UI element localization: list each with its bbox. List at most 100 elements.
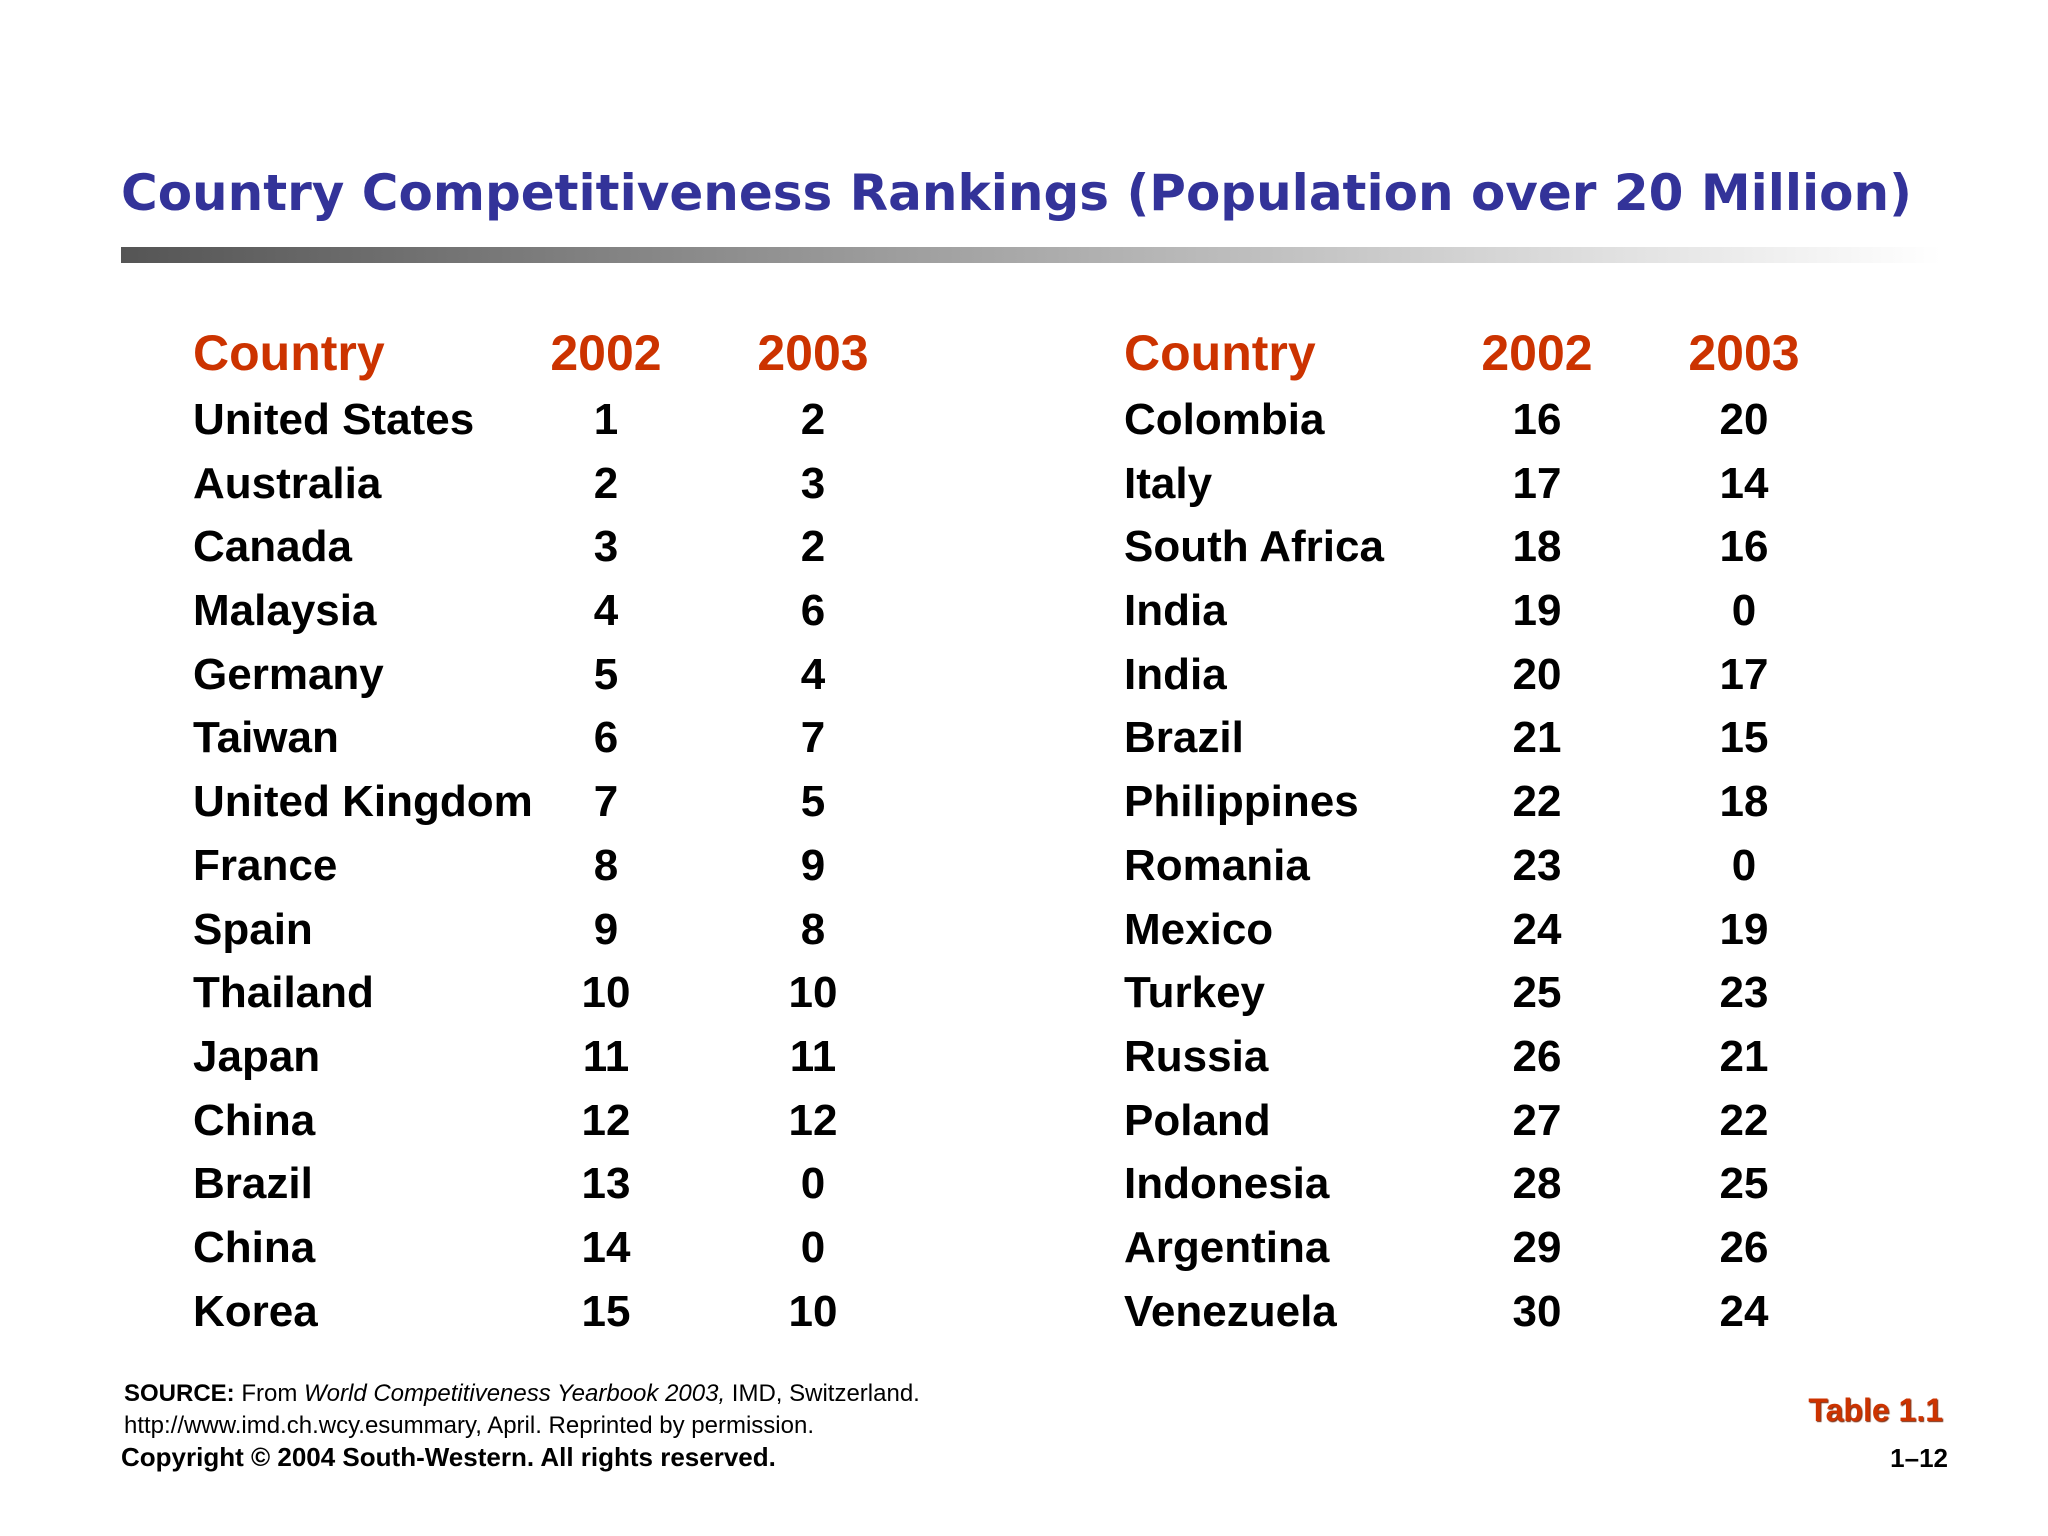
rank-2003-cell: 0	[800, 1222, 826, 1272]
rank-2003-cell: 2	[800, 522, 826, 572]
country-cell: Argentina	[1124, 1222, 1330, 1272]
country-cell: Taiwan	[193, 713, 339, 763]
rank-2002-cell: 25	[1512, 968, 1562, 1018]
rank-2003-cell: 19	[1719, 904, 1769, 954]
rank-2003-cell: 5	[800, 777, 826, 827]
rank-2002-cell: 9	[593, 904, 619, 954]
country-cell: China	[193, 1222, 316, 1272]
country-cell: Thailand	[193, 968, 374, 1018]
source-rest: IMD, Switzerland.	[725, 1380, 920, 1407]
rank-2002-cell: 3	[593, 522, 619, 572]
header-country: Country	[1124, 325, 1316, 381]
rank-2003-cell: 0	[800, 1159, 826, 1209]
country-cell: India	[1124, 586, 1227, 636]
rank-2002-cell: 5	[593, 649, 619, 699]
rank-2002-cell: 22	[1512, 777, 1562, 827]
rank-2002-cell: 15	[581, 1286, 631, 1336]
source-from: From	[234, 1380, 304, 1407]
table-label: Table 1.1	[1808, 1392, 1943, 1428]
rank-2002-cell: 24	[1512, 904, 1562, 954]
country-cell: Brazil	[193, 1159, 313, 1209]
rank-2002-cell: 11	[582, 1031, 630, 1081]
country-cell: Romania	[1124, 840, 1310, 890]
rank-2003-cell: 0	[1731, 840, 1757, 890]
rank-2003-cell: 9	[800, 840, 826, 890]
country-cell: Brazil	[1124, 713, 1244, 763]
copyright-notice: Copyright © 2004 South-Western. All righ…	[121, 1442, 776, 1472]
country-cell: France	[193, 840, 338, 890]
rank-2003-cell: 18	[1719, 777, 1769, 827]
source-url: http://www.imd.ch.wcy.esummary, April. R…	[124, 1412, 814, 1439]
source-label: SOURCE:	[124, 1380, 235, 1407]
country-cell: Japan	[193, 1031, 321, 1081]
rank-2003-cell: 0	[1731, 586, 1757, 636]
rank-2002-cell: 23	[1512, 840, 1562, 890]
rank-2003-cell: 26	[1719, 1222, 1769, 1272]
rank-2003-cell: 16	[1719, 522, 1769, 572]
rank-2002-cell: 16	[1512, 395, 1562, 444]
country-cell: Malaysia	[193, 586, 377, 636]
rank-2003-cell: 12	[788, 1095, 838, 1145]
rank-2003-cell: 6	[800, 586, 826, 636]
country-cell: Philippines	[1124, 777, 1359, 827]
country-cell: Turkey	[1124, 968, 1266, 1018]
rank-2003-cell: 14	[1719, 458, 1769, 508]
country-cell: United Kingdom	[193, 777, 533, 827]
rank-2002-cell: 29	[1512, 1222, 1562, 1272]
country-cell: Spain	[193, 904, 313, 954]
rank-2002-cell: 18	[1512, 522, 1562, 572]
rank-2002-cell: 7	[593, 777, 619, 827]
rank-2002-cell: 6	[593, 713, 619, 763]
page-number: 1–12	[1890, 1443, 1948, 1473]
rank-2002-cell: 20	[1512, 649, 1562, 699]
rank-2003-cell: 17	[1719, 649, 1769, 699]
rank-2002-cell: 8	[593, 840, 619, 890]
rank-2003-cell: 25	[1719, 1159, 1769, 1209]
rank-2003-cell: 11	[789, 1031, 837, 1081]
rank-2003-cell: 22	[1719, 1095, 1769, 1145]
rank-2003-cell: 4	[800, 649, 826, 699]
rank-2002-cell: 4	[593, 586, 619, 636]
rank-2002-cell: 28	[1512, 1159, 1562, 1209]
country-cell: Canada	[193, 522, 352, 572]
country-cell: Russia	[1124, 1031, 1269, 1081]
header-country: Country	[193, 325, 385, 381]
country-cell: South Africa	[1124, 522, 1384, 572]
rank-2002-cell: 1	[593, 395, 619, 444]
country-cell: Korea	[193, 1286, 318, 1336]
rank-2003-cell: 2	[800, 395, 826, 444]
rank-2003-cell: 15	[1719, 713, 1769, 763]
header-2003: 2003	[1688, 325, 1800, 381]
rank-2003-cell: 20	[1719, 395, 1769, 444]
rank-2002-cell: 27	[1512, 1095, 1562, 1145]
title-underline	[121, 247, 1941, 263]
source-note: SOURCE: From World Competitiveness Yearb…	[124, 1378, 920, 1442]
rank-2002-cell: 19	[1512, 586, 1562, 636]
rank-2002-cell: 30	[1512, 1286, 1562, 1336]
country-cell: Poland	[1124, 1095, 1271, 1145]
rank-2002-cell: 2	[593, 458, 619, 508]
header-2002: 2002	[550, 325, 662, 381]
country-cell: China	[193, 1095, 316, 1145]
rank-2003-cell: 10	[788, 1286, 838, 1336]
country-cell: Colombia	[1124, 395, 1325, 444]
rank-2002-cell: 17	[1512, 458, 1562, 508]
rank-2002-cell: 13	[581, 1159, 631, 1209]
country-cell: Germany	[193, 649, 384, 699]
rank-2003-cell: 3	[800, 458, 826, 508]
country-cell: Indonesia	[1124, 1159, 1330, 1209]
rank-2003-cell: 8	[800, 904, 826, 954]
country-cell: Mexico	[1124, 904, 1274, 954]
country-cell: Australia	[193, 458, 382, 508]
country-cell: Italy	[1124, 458, 1213, 508]
rank-2002-cell: 26	[1512, 1031, 1562, 1081]
country-cell: Venezuela	[1124, 1286, 1337, 1336]
rank-2003-cell: 23	[1719, 968, 1769, 1018]
rank-2003-cell: 24	[1719, 1286, 1769, 1336]
rank-2003-cell: 7	[800, 713, 826, 763]
country-cell: India	[1124, 649, 1227, 699]
header-2003: 2003	[757, 325, 869, 381]
source-publication: World Competitiveness Yearbook 2003,	[304, 1380, 726, 1407]
page-title: Country Competitiveness Rankings (Popula…	[121, 164, 1912, 222]
rank-2003-cell: 21	[1719, 1031, 1769, 1081]
